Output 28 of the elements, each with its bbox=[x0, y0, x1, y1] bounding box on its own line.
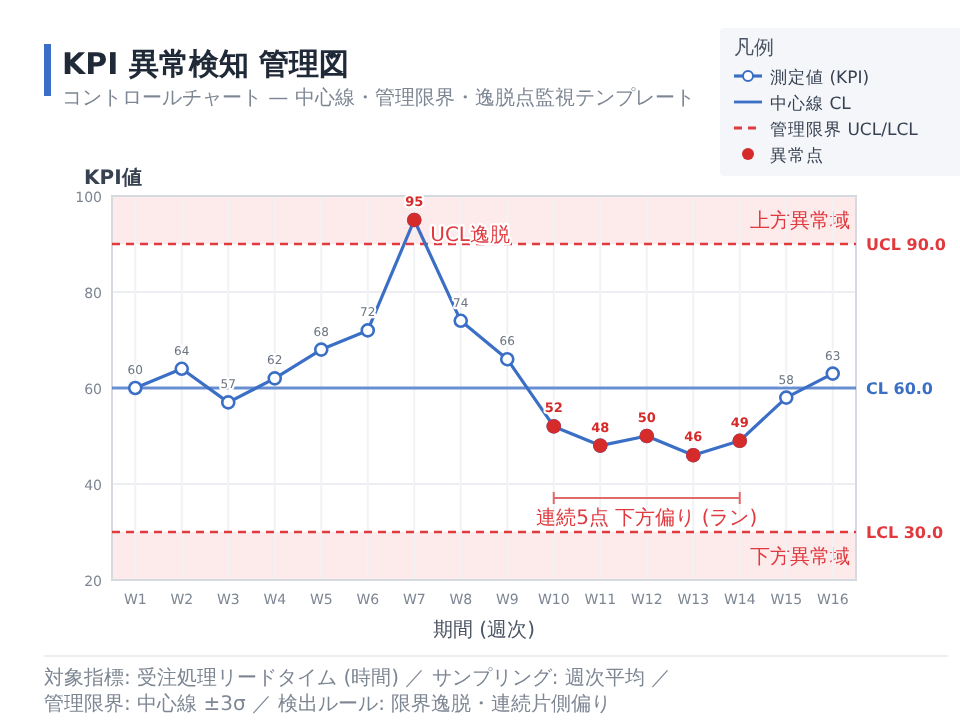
ref-line-label: LCL 30.0 bbox=[866, 524, 945, 542]
chart-subtitle: コントロールチャート — 中心線・管理限界・逸脱点監視テンプレート bbox=[62, 86, 695, 110]
ref-line-label: UCL 90.0 bbox=[866, 236, 947, 254]
chart-title: KPI 異常検知 管理図 bbox=[62, 46, 350, 82]
point bbox=[313, 342, 329, 357]
legend-label: 異常点 bbox=[770, 145, 824, 167]
text: 管理限界: 中心線 ±3σ ／ 検出ルール: 限界逸脱・連続片側偏り bbox=[44, 692, 612, 716]
point bbox=[453, 313, 469, 329]
ref-line-label: CL 60.0 bbox=[866, 380, 934, 398]
text: 中心線 CL bbox=[770, 93, 852, 115]
x-axis-title: 期間 (週次) bbox=[433, 618, 536, 642]
annotation: 連続5点 下方偏り (ラン) bbox=[536, 506, 758, 530]
point bbox=[825, 366, 841, 381]
band-label: 上方異常域 bbox=[750, 209, 850, 233]
point bbox=[778, 390, 794, 405]
y-axis-title: KPI値 bbox=[84, 166, 142, 190]
point bbox=[360, 323, 376, 338]
point bbox=[499, 351, 515, 367]
legend-label: 測定値 (KPI) bbox=[770, 67, 870, 89]
point bbox=[174, 361, 190, 377]
annotation: UCL逸脱 bbox=[430, 223, 510, 248]
band-label: 下方異常域 bbox=[750, 545, 850, 569]
point bbox=[220, 395, 236, 410]
legend-title: 凡例 bbox=[734, 38, 774, 60]
point bbox=[127, 380, 143, 396]
text: 対象指標: 受注処理リードタイム (時間) ／ サンプリング: 週次平均 ／ bbox=[44, 666, 672, 690]
text: 管理限界 UCL/LCL bbox=[770, 119, 919, 141]
point bbox=[267, 371, 283, 386]
